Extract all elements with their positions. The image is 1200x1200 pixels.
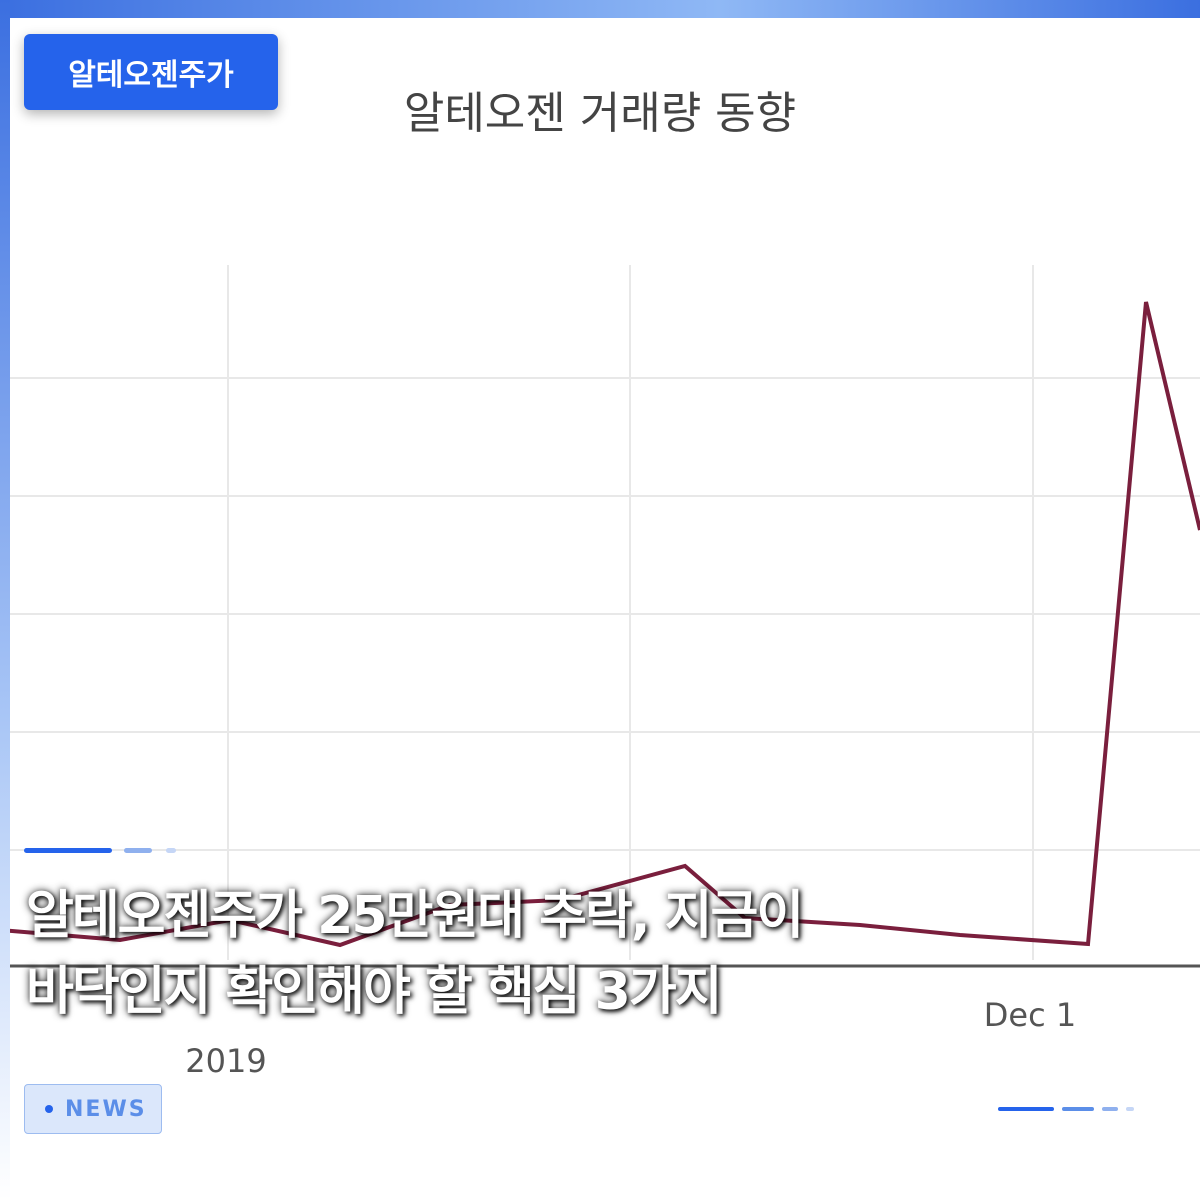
category-badge: 알테오젠주가 (24, 34, 278, 110)
left-bar (0, 0, 10, 1200)
news-tag: NEWS (24, 1084, 162, 1134)
decor-dash (1126, 1107, 1134, 1111)
headline-line: 알테오젠주가 25만원대 추락, 지금이 (26, 886, 804, 946)
top-bar (0, 0, 1200, 18)
tag-text: NEWS (65, 1096, 147, 1122)
x-label: Dec 1 (984, 996, 1076, 1034)
decor-dash (1102, 1107, 1118, 1111)
decor-dash (24, 848, 112, 853)
chart-title: 알테오젠 거래량 동향 (404, 88, 796, 139)
grid (0, 265, 1200, 960)
decor-dash (124, 848, 152, 853)
decor-dash (998, 1107, 1054, 1111)
headline-line: 바닥인지 확인해야 할 핵심 3가지 (26, 962, 723, 1022)
x-label: 2019 (185, 1042, 266, 1080)
trend-line (0, 301, 1200, 948)
headline: 알테오젠주가 25만원대 추락, 지금이 바닥인지 확인해야 할 핵심 3가지 (26, 878, 1126, 1030)
decor-dash (1062, 1107, 1094, 1111)
decor-dash (166, 848, 176, 853)
